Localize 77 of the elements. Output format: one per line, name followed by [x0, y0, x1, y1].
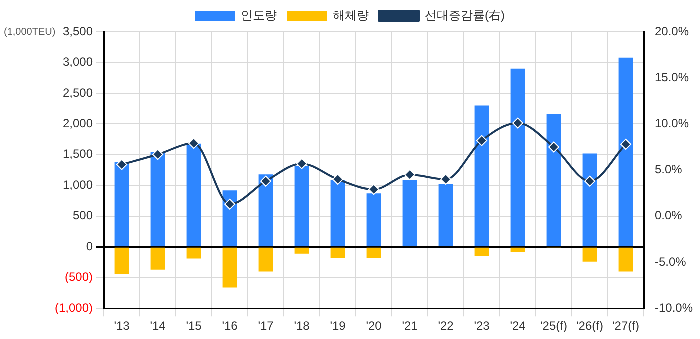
bar — [582, 154, 598, 246]
bar — [474, 106, 490, 246]
point — [224, 198, 236, 210]
y-tick-label: 3,500 — [62, 24, 94, 38]
bar — [474, 248, 490, 256]
legend-label: 선대증감률(右) — [425, 8, 506, 22]
x-tick-label: '22 — [438, 319, 454, 334]
bar — [222, 248, 238, 288]
y-tick-label: (500) — [64, 270, 93, 284]
x-tick-label: '20 — [366, 319, 382, 334]
point — [476, 135, 488, 146]
bar — [294, 166, 310, 246]
bar — [510, 248, 526, 252]
x-tick-label: '13 — [114, 319, 130, 334]
bar — [150, 248, 166, 270]
y2-tick-label: -5.0% — [655, 254, 687, 269]
point — [260, 176, 272, 187]
point — [548, 142, 560, 153]
bar — [186, 144, 202, 246]
y-tick-label: 3,000 — [62, 55, 94, 70]
point — [332, 174, 344, 186]
bar — [402, 180, 418, 246]
point — [440, 174, 452, 186]
legend-label: 해체량 — [333, 8, 370, 22]
y-tick-label: 500 — [72, 208, 94, 223]
y-tick-label: 0 — [86, 239, 94, 254]
point — [584, 176, 596, 187]
point — [188, 138, 200, 150]
y-tick-label: (1,000) — [54, 300, 93, 315]
bar — [618, 248, 634, 272]
y2-tick-label: 5.0% — [655, 162, 683, 177]
point — [620, 138, 632, 150]
bar — [330, 180, 346, 246]
point — [512, 118, 524, 129]
y2-tick-label: -10.0% — [655, 300, 694, 315]
y-tick-label: 2,000 — [62, 116, 94, 131]
bar — [366, 248, 382, 258]
bar — [294, 248, 310, 254]
bar — [618, 58, 634, 246]
bar — [258, 174, 274, 246]
bar — [438, 184, 454, 246]
x-tick-label: '14 — [150, 319, 166, 334]
bar — [366, 194, 382, 246]
bar — [186, 248, 202, 259]
y-tick-label: 2,500 — [62, 86, 94, 100]
y2-tick-label: 15.0% — [655, 70, 690, 84]
bar — [582, 248, 598, 262]
y2-tick-label: 0.0% — [655, 208, 683, 223]
y2-tick-label: 20.0% — [655, 24, 690, 38]
bar — [114, 162, 130, 246]
bar — [330, 248, 346, 258]
bar — [150, 152, 166, 246]
bar — [114, 248, 130, 274]
y-axis-title: (1,000TEU) — [4, 26, 56, 38]
x-tick-label: '24 — [510, 319, 526, 334]
x-tick-label: '18 — [294, 319, 310, 334]
point — [296, 158, 308, 170]
x-tick-label: '15 — [186, 319, 202, 334]
x-tick-label: '25(f) — [540, 319, 568, 334]
y2-tick-label: 10.0% — [655, 116, 690, 131]
x-tick-label: '23 — [474, 319, 490, 334]
y-tick-label: 1,000 — [62, 178, 94, 192]
bar — [258, 248, 274, 272]
bar — [510, 68, 526, 246]
point — [116, 159, 128, 170]
x-tick-label: '27(f) — [612, 319, 640, 334]
x-tick-label: '19 — [330, 319, 346, 334]
x-tick-label: '17 — [258, 319, 274, 334]
point — [152, 149, 164, 160]
bar — [546, 114, 562, 246]
point — [368, 184, 380, 196]
legend-label: 인도량 — [241, 8, 278, 22]
point — [404, 169, 416, 180]
y-tick-label: 1,500 — [62, 147, 94, 162]
x-tick-label: '16 — [222, 319, 238, 334]
x-tick-label: '26(f) — [576, 319, 604, 334]
x-tick-label: '21 — [402, 319, 418, 334]
